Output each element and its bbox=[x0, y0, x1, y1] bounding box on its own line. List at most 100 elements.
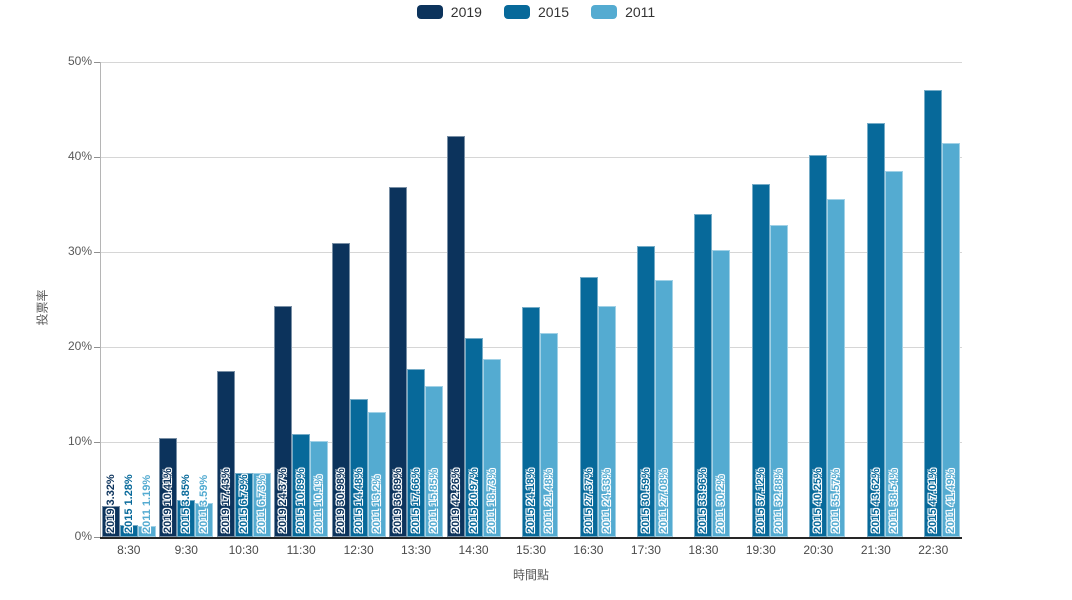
gridline bbox=[100, 62, 962, 63]
bar-value-label-2011-8:30: 2011 1.19% bbox=[140, 474, 153, 533]
bar-value-label-2011-20:30: 2011 35.57% bbox=[830, 468, 843, 533]
bar-value-label-2015-20:30: 2015 40.25% bbox=[812, 468, 825, 533]
bar-2015-12:30 bbox=[349, 399, 368, 537]
bar-value-label-2019-11:30: 2019 24.37% bbox=[277, 468, 290, 533]
bar-2015-11:30 bbox=[292, 433, 311, 537]
bar-2019-11:30 bbox=[274, 305, 293, 537]
x-tick-label-9:30: 9:30 bbox=[174, 543, 198, 557]
bar-2011-15:30 bbox=[540, 332, 558, 537]
bar-2015-18:30 bbox=[694, 214, 713, 537]
bar-value-label-2011-16:30: 2011 24.33% bbox=[600, 468, 613, 533]
bar-value-label-2011-13:30: 2011 15.85% bbox=[428, 468, 441, 533]
bar-2019-12:30 bbox=[331, 242, 350, 537]
bar-value-label-2011-10:30: 2011 6.73% bbox=[255, 474, 268, 533]
bar-value-label-2015-19:30: 2015 37.12% bbox=[754, 468, 767, 533]
bar-2015-21:30 bbox=[866, 122, 885, 537]
x-tick-label-11:30: 11:30 bbox=[286, 543, 316, 557]
y-axis-title: 投票率 bbox=[35, 289, 50, 326]
bar-2011-11:30 bbox=[310, 441, 329, 538]
bar-value-label-2019-8:30: 2019 3.32% bbox=[104, 474, 117, 533]
bar-2011-16:30 bbox=[597, 305, 616, 537]
x-tick-label-8:30: 8:30 bbox=[117, 543, 141, 557]
y-tick-mark bbox=[94, 157, 100, 158]
legend-item-2011[interactable]: 2011 bbox=[591, 4, 655, 20]
bar-2015-22:30 bbox=[924, 90, 943, 537]
y-axis-line bbox=[100, 62, 101, 537]
bar-2015-15:30 bbox=[522, 307, 540, 537]
bar-value-label-2015-17:30: 2015 30.59% bbox=[639, 468, 652, 533]
y-tick-mark bbox=[94, 537, 100, 538]
legend-item-2015[interactable]: 2015 bbox=[503, 4, 569, 20]
y-tick-mark bbox=[94, 252, 100, 253]
bar-value-label-2011-9:30: 2011 3.59% bbox=[198, 474, 211, 533]
y-tick-label: 40% bbox=[67, 149, 92, 163]
legend: 2019 2015 2011 bbox=[0, 4, 1072, 20]
legend-item-2019[interactable]: 2019 bbox=[416, 4, 482, 20]
bar-2011-17:30 bbox=[654, 279, 673, 537]
x-tick-label-10:30: 10:30 bbox=[228, 543, 259, 557]
bar-value-label-2019-13:30: 2019 36.89% bbox=[392, 468, 405, 533]
bar-value-label-2011-15:30: 2011 21.48% bbox=[543, 468, 555, 533]
bar-2015-13:30 bbox=[407, 369, 426, 537]
bar-2015-9:30 bbox=[177, 500, 196, 537]
legend-swatch-2019 bbox=[416, 5, 443, 19]
y-tick-label: 30% bbox=[67, 244, 92, 258]
bar-2015-8:30 bbox=[119, 524, 138, 537]
bar-value-label-2015-18:30: 2015 33.96% bbox=[697, 468, 710, 533]
bar-2011-9:30 bbox=[195, 502, 214, 537]
x-axis-title: 時間點 bbox=[512, 568, 549, 582]
bar-2015-14:30 bbox=[464, 337, 483, 537]
bar-value-label-2015-22:30: 2015 47.01% bbox=[927, 468, 940, 533]
y-tick-label: 50% bbox=[67, 54, 92, 68]
bar-value-label-2015-11:30: 2015 10.89% bbox=[295, 468, 308, 533]
bar-2011-13:30 bbox=[425, 386, 444, 537]
bar-value-label-2015-9:30: 2015 3.85% bbox=[180, 474, 193, 533]
bar-2019-13:30 bbox=[389, 186, 408, 537]
bar-value-label-2015-21:30: 2015 43.62% bbox=[869, 468, 882, 533]
x-tick-label-14:30: 14:30 bbox=[458, 543, 489, 557]
x-tick-label-12:30: 12:30 bbox=[343, 543, 374, 557]
bar-2011-14:30 bbox=[482, 359, 501, 537]
bar-value-label-2011-12:30: 2011 13.2% bbox=[370, 474, 383, 533]
bar-2011-12:30 bbox=[367, 411, 386, 537]
legend-label: 2019 bbox=[450, 4, 482, 20]
bar-2015-16:30 bbox=[579, 277, 598, 537]
x-tick-label-21:30: 21:30 bbox=[860, 543, 891, 557]
x-tick-label-20:30: 20:30 bbox=[803, 543, 834, 557]
bar-value-label-2019-10:30: 2019 17.43% bbox=[219, 468, 232, 533]
bar-value-label-2011-22:30: 2011 41.49% bbox=[945, 468, 958, 533]
gridline bbox=[100, 252, 962, 253]
y-tick-label: 20% bbox=[67, 339, 92, 353]
legend-label: 2011 bbox=[625, 4, 656, 20]
x-tick-label-16:30: 16:30 bbox=[573, 543, 604, 557]
bar-value-label-2015-10:30: 2015 6.79% bbox=[237, 474, 250, 533]
y-tick-label: 10% bbox=[67, 434, 92, 448]
bar-value-label-2011-17:30: 2011 27.08% bbox=[657, 468, 670, 533]
bar-value-label-2011-14:30: 2011 18.73% bbox=[485, 468, 498, 533]
x-tick-label-15:30: 15:30 bbox=[516, 543, 547, 557]
bar-value-label-2015-14:30: 2015 20.97% bbox=[467, 468, 480, 533]
bar-2019-9:30 bbox=[159, 438, 178, 537]
bar-2019-14:30 bbox=[446, 135, 465, 537]
bar-value-label-2019-14:30: 2019 42.26% bbox=[449, 468, 462, 533]
bar-value-label-2011-21:30: 2011 38.54% bbox=[887, 468, 900, 533]
bar-2011-22:30 bbox=[942, 142, 961, 537]
bar-2011-18:30 bbox=[712, 250, 731, 537]
x-tick-label-22:30: 22:30 bbox=[918, 543, 949, 557]
bar-2015-19:30 bbox=[751, 184, 770, 537]
x-tick-label-18:30: 18:30 bbox=[688, 543, 719, 557]
bar-value-label-2019-9:30: 2019 10.41% bbox=[162, 468, 175, 533]
bar-2015-20:30 bbox=[809, 154, 828, 537]
bar-2011-8:30 bbox=[137, 525, 156, 537]
bar-value-label-2015-13:30: 2015 17.66% bbox=[410, 468, 423, 533]
x-tick-label-17:30: 17:30 bbox=[630, 543, 661, 557]
bar-value-label-2015-8:30: 2015 1.28% bbox=[122, 474, 135, 533]
y-tick-mark bbox=[94, 62, 100, 63]
bar-2015-10:30 bbox=[234, 472, 253, 537]
x-tick-label-13:30: 13:30 bbox=[401, 543, 432, 557]
y-tick-mark bbox=[94, 347, 100, 348]
bar-2011-20:30 bbox=[827, 199, 846, 537]
bar-2019-8:30 bbox=[101, 505, 120, 537]
bar-value-label-2011-18:30: 2011 30.2% bbox=[715, 474, 728, 533]
x-tick-label-19:30: 19:30 bbox=[745, 543, 776, 557]
